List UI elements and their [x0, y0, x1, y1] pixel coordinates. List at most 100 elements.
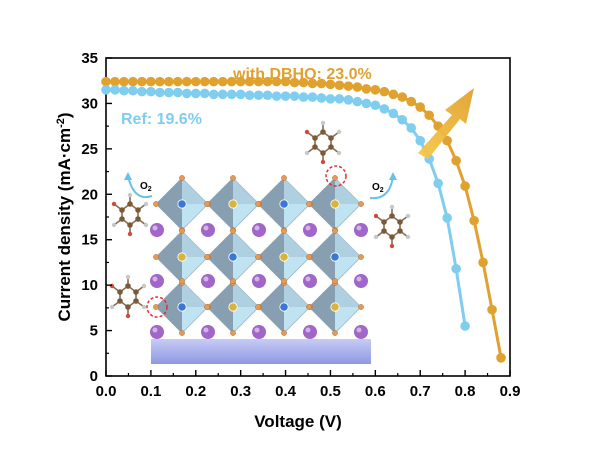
a-site-cation [201, 223, 215, 237]
x-site-ion [230, 228, 236, 234]
data-point [164, 87, 174, 98]
data-point [173, 76, 183, 87]
data-point [164, 76, 174, 87]
data-point [460, 321, 470, 331]
data-point [325, 94, 336, 104]
data-point [137, 76, 147, 87]
data-point [128, 76, 138, 87]
x-site-ion [332, 330, 338, 336]
data-point [137, 86, 147, 97]
a-site-cation [201, 325, 215, 339]
data-point [226, 76, 237, 87]
data-point [460, 181, 470, 191]
a-site-cation [303, 223, 317, 237]
x-site-ion [306, 304, 312, 310]
data-point [271, 91, 282, 101]
x-tick-label: 0.3 [230, 383, 251, 400]
y-tick-label: 10 [81, 277, 98, 294]
data-point [235, 89, 246, 100]
x-site-ion [281, 278, 287, 284]
a-site-cation [150, 274, 164, 288]
data-point [280, 91, 291, 101]
data-point [388, 89, 399, 100]
x-site-ion [281, 175, 287, 181]
octahedron [257, 280, 311, 334]
axis-ticks: 0.0 0.1 0.2 0.3 0.4 0.5 0.6 0.7 0.8 0.9 0 5 10 15 20 25… [81, 50, 520, 400]
series-dbhq [101, 76, 506, 363]
b-site-ion [330, 199, 340, 209]
oxygen-arrow-left-icon [124, 172, 153, 198]
data-point [155, 87, 165, 98]
a-site-cation [354, 223, 368, 237]
data-point [119, 76, 129, 87]
b-site-ion [228, 252, 238, 262]
data-point [334, 94, 345, 104]
oxygen-label-left: O2 [140, 181, 152, 193]
a-site-cation [303, 325, 317, 339]
x-site-ion [230, 278, 236, 284]
data-point [262, 76, 273, 87]
x-tick-label: 0.7 [410, 383, 431, 400]
y-tick-label: 15 [81, 232, 98, 249]
oxygen-arrow-right-icon [369, 172, 397, 200]
b-site-ion [177, 199, 187, 209]
binding-site-highlight [325, 165, 347, 187]
data-point [173, 87, 183, 98]
data-point [415, 135, 426, 146]
data-point [361, 98, 372, 109]
data-point [253, 76, 264, 87]
y-tick-label: 20 [81, 186, 98, 203]
a-site-cation [252, 325, 266, 339]
data-point [217, 76, 228, 87]
x-tick-label: 0.4 [275, 383, 297, 400]
x-tick-label: 0.8 [455, 383, 476, 400]
data-point [110, 76, 120, 87]
x-tick-label: 0.2 [185, 383, 206, 400]
data-point [199, 88, 210, 99]
data-point [199, 76, 210, 87]
data-point [352, 96, 363, 107]
data-point [208, 76, 219, 87]
data-point [101, 85, 111, 95]
x-tick-label: 0.0 [96, 383, 117, 400]
data-point [388, 108, 399, 119]
data-point [208, 89, 219, 100]
x-site-ion [306, 201, 312, 207]
b-site-ion [279, 199, 289, 209]
a-site-cation [252, 274, 266, 288]
data-point [433, 178, 443, 189]
data-point [469, 215, 479, 226]
data-point [424, 110, 435, 121]
data-point [478, 257, 488, 268]
data-point [406, 123, 417, 133]
data-point [397, 92, 408, 102]
x-site-ion [179, 330, 185, 336]
x-site-ion [204, 304, 210, 310]
x-site-ion [204, 254, 210, 260]
data-point [262, 90, 273, 101]
x-site-ion [255, 304, 261, 310]
dbhq-molecule-left-top [111, 192, 149, 237]
b-site-ion [177, 302, 187, 312]
x-site-ion [281, 330, 287, 336]
data-point [271, 76, 282, 87]
y-tick-label: 0 [90, 368, 98, 385]
x-tick-label: 0.1 [140, 383, 161, 400]
x-site-ion [179, 175, 185, 181]
legend-label-dbhq: with DBHQ: 23.0% [232, 66, 372, 83]
data-point [244, 90, 255, 101]
data-point [119, 85, 129, 96]
a-site-cation [354, 325, 368, 339]
x-axis-title: Voltage (V) [254, 412, 342, 431]
x-site-ion [332, 278, 338, 284]
data-point [379, 86, 390, 97]
data-point [487, 304, 497, 315]
data-point [343, 81, 354, 91]
a-site-cation [201, 274, 215, 288]
b-site-ion [279, 252, 289, 262]
dbhq-molecule-right [373, 204, 411, 249]
x-site-ion [255, 201, 261, 207]
improvement-arrow-icon [418, 88, 474, 159]
data-point [289, 77, 300, 88]
